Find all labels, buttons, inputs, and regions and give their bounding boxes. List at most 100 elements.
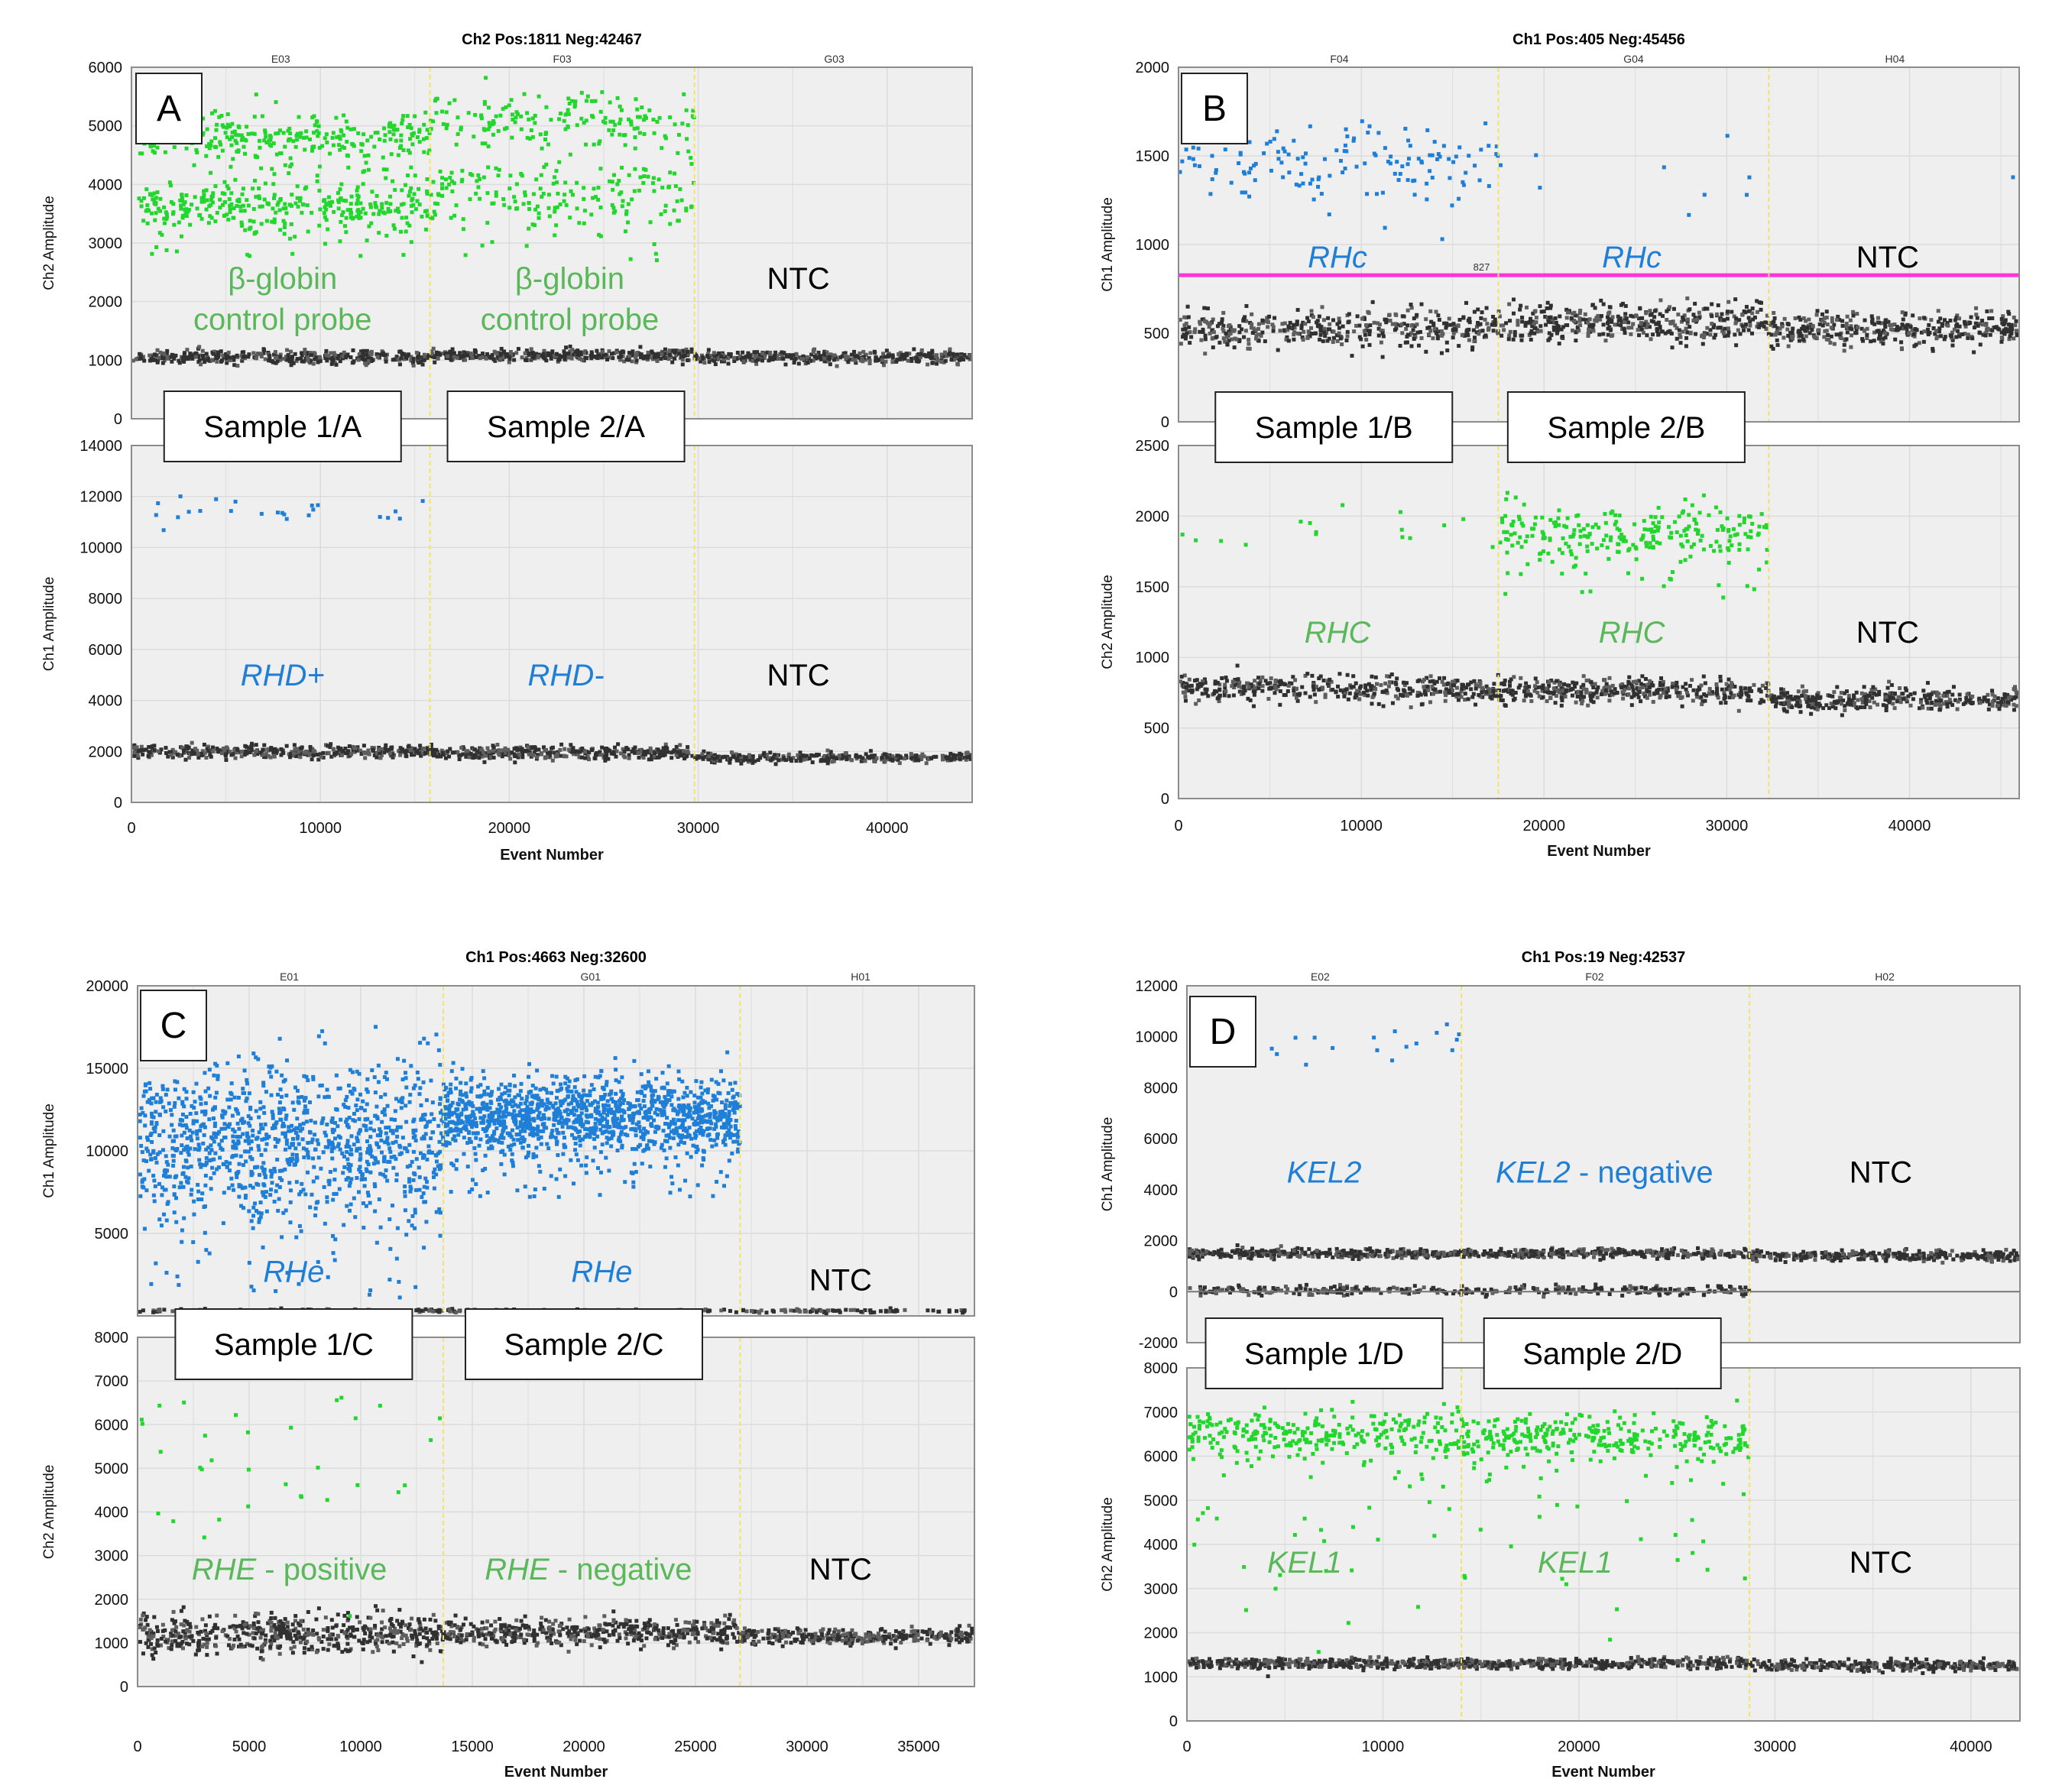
positive-droplet bbox=[238, 204, 243, 209]
negative-droplet bbox=[1530, 324, 1535, 329]
positive-droplet bbox=[258, 204, 262, 209]
negative-droplet bbox=[1714, 312, 1719, 316]
negative-droplet bbox=[1725, 309, 1730, 314]
positive-droplet bbox=[410, 210, 414, 215]
negative-droplet bbox=[801, 753, 806, 758]
positive-droplet bbox=[229, 164, 233, 169]
positive-droplet bbox=[582, 221, 586, 225]
negative-droplet bbox=[1610, 315, 1615, 319]
positive-droplet bbox=[1398, 172, 1402, 177]
positive-droplet bbox=[235, 199, 240, 203]
positive-droplet bbox=[1419, 160, 1424, 165]
annotation-part: NTC bbox=[1856, 241, 1919, 274]
negative-droplet bbox=[308, 744, 313, 749]
positive-droplet bbox=[1440, 237, 1444, 241]
negative-droplet bbox=[1782, 316, 1787, 321]
positive-droplet bbox=[222, 180, 227, 184]
negative-droplet bbox=[1844, 337, 1849, 342]
positive-droplet bbox=[486, 127, 491, 131]
negative-droplet bbox=[822, 349, 827, 354]
positive-droplet bbox=[405, 114, 410, 118]
negative-droplet bbox=[1261, 321, 1266, 326]
negative-droplet bbox=[329, 754, 334, 759]
negative-droplet bbox=[1325, 339, 1330, 343]
negative-droplet bbox=[579, 350, 583, 355]
negative-droplet bbox=[571, 352, 575, 357]
negative-droplet bbox=[408, 748, 413, 753]
negative-droplet bbox=[1593, 306, 1597, 310]
positive-droplet bbox=[163, 150, 167, 154]
series-positive bbox=[154, 494, 425, 533]
negative-droplet bbox=[845, 757, 849, 762]
negative-droplet bbox=[914, 754, 919, 759]
sample-box-label: Sample 1/A bbox=[203, 410, 361, 444]
negative-droplet bbox=[749, 357, 754, 361]
negative-droplet bbox=[1721, 331, 1726, 335]
negative-droplet bbox=[1221, 329, 1226, 333]
negative-droplet bbox=[468, 751, 473, 756]
positive-droplet bbox=[1486, 144, 1491, 148]
negative-droplet bbox=[1769, 332, 1774, 337]
negative-droplet bbox=[1409, 303, 1413, 307]
positive-droplet bbox=[476, 185, 481, 190]
negative-droplet bbox=[1188, 330, 1192, 335]
positive-droplet bbox=[290, 162, 294, 167]
negative-droplet bbox=[303, 348, 307, 352]
positive-droplet bbox=[510, 112, 514, 117]
negative-droplet bbox=[618, 751, 623, 756]
negative-droplet bbox=[851, 358, 855, 362]
negative-droplet bbox=[662, 352, 666, 356]
negative-droplet bbox=[1418, 329, 1422, 334]
negative-droplet bbox=[173, 353, 178, 358]
negative-droplet bbox=[667, 348, 672, 353]
negative-droplet bbox=[1740, 324, 1745, 329]
negative-droplet bbox=[1402, 322, 1406, 326]
negative-droplet bbox=[497, 351, 501, 355]
negative-droplet bbox=[1921, 339, 1926, 344]
positive-droplet bbox=[391, 179, 395, 183]
positive-droplet bbox=[1229, 180, 1234, 185]
negative-droplet bbox=[1280, 322, 1285, 326]
negative-droplet bbox=[203, 750, 207, 755]
positive-droplet bbox=[407, 190, 412, 194]
negative-droplet bbox=[235, 353, 239, 358]
negative-droplet bbox=[1212, 691, 1217, 695]
negative-droplet bbox=[578, 357, 582, 361]
negative-droplet bbox=[712, 753, 717, 757]
positive-droplet bbox=[193, 195, 197, 199]
negative-droplet bbox=[1693, 316, 1697, 320]
positive-droplet bbox=[345, 208, 350, 212]
positive-droplet bbox=[221, 203, 225, 207]
positive-droplet bbox=[381, 210, 386, 215]
positive-droplet bbox=[544, 105, 549, 109]
negative-droplet bbox=[685, 350, 689, 355]
negative-droplet bbox=[1331, 335, 1336, 340]
negative-droplet bbox=[1577, 319, 1582, 323]
positive-droplet bbox=[1292, 138, 1296, 143]
negative-droplet bbox=[1475, 325, 1480, 329]
negative-droplet bbox=[844, 357, 848, 361]
negative-droplet bbox=[274, 355, 278, 360]
positive-droplet bbox=[399, 138, 404, 143]
positive-droplet bbox=[611, 119, 615, 124]
negative-droplet bbox=[674, 348, 679, 353]
positive-droplet bbox=[569, 99, 574, 103]
negative-droplet bbox=[927, 351, 932, 355]
negative-droplet bbox=[1545, 300, 1550, 305]
negative-droplet bbox=[807, 756, 812, 760]
negative-droplet bbox=[1204, 691, 1208, 695]
positive-droplet bbox=[290, 193, 294, 197]
positive-droplet bbox=[209, 170, 213, 175]
negative-droplet bbox=[384, 357, 388, 361]
negative-droplet bbox=[1250, 331, 1255, 335]
positive-droplet bbox=[672, 208, 676, 212]
negative-droplet bbox=[487, 749, 491, 753]
positive-droplet bbox=[370, 190, 374, 194]
negative-droplet bbox=[312, 351, 316, 355]
negative-droplet bbox=[575, 348, 580, 353]
positive-droplet bbox=[1662, 165, 1666, 170]
positive-droplet bbox=[287, 126, 292, 131]
positive-droplet bbox=[139, 204, 144, 209]
positive-droplet bbox=[1406, 157, 1411, 161]
positive-droplet bbox=[274, 152, 279, 157]
